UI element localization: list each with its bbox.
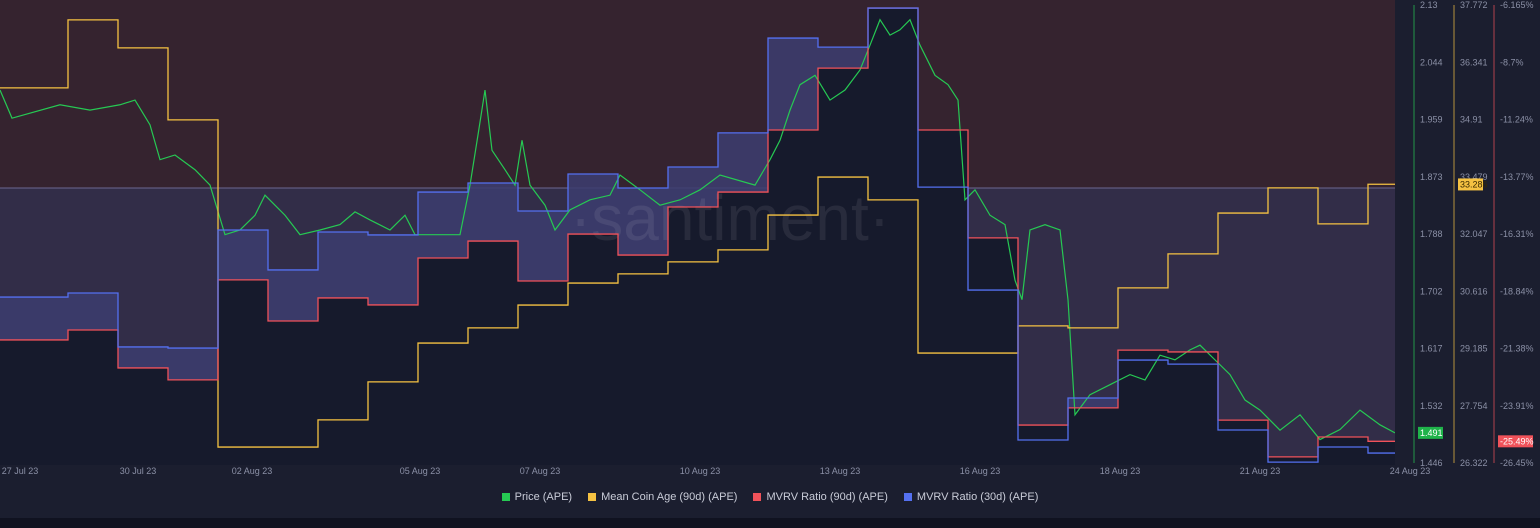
- series-line-mvrv90: [0, 7, 1395, 458]
- y-tick-label: -11.24%: [1500, 115, 1533, 125]
- y-tick-label: -8.7%: [1500, 57, 1524, 67]
- y-tick-label: 1.617: [1420, 344, 1443, 354]
- y-tick-label: 33.479: [1460, 172, 1488, 182]
- y-tick-label: -16.31%: [1500, 229, 1534, 239]
- x-tick-label: 16 Aug 23: [960, 466, 1001, 476]
- mvrv90-swatch: [753, 493, 762, 501]
- legend-item-price[interactable]: Price (APE): [501, 491, 573, 503]
- legend: Price (APE) Mean Coin Age (90d) (APE) MV…: [0, 491, 1540, 503]
- x-tick-label: 27 Jul 23: [2, 466, 39, 476]
- x-tick-label: 18 Aug 23: [1100, 466, 1141, 476]
- y-tick-label: -13.77%: [1500, 172, 1534, 182]
- y-tick-label: 29.185: [1460, 344, 1488, 354]
- series-line-price: [0, 18, 1396, 441]
- coin-age-swatch: [588, 493, 597, 501]
- y-tick-label: 1.873: [1420, 172, 1443, 182]
- x-tick-label: 13 Aug 23: [820, 466, 861, 476]
- legend-label: MVRV Ratio (30d) (APE): [916, 491, 1039, 503]
- plot-background-upper: [0, 0, 1395, 188]
- legend-item-mvrv-30d[interactable]: MVRV Ratio (30d) (APE): [903, 491, 1039, 503]
- current-value-badge: [1458, 178, 1483, 191]
- y-tick-label: 2.044: [1420, 57, 1443, 67]
- legend-item-mean-coin-age[interactable]: Mean Coin Age (90d) (APE): [588, 491, 737, 503]
- y-tick-label: 1.702: [1420, 286, 1443, 296]
- x-tick-label: 10 Aug 23: [680, 466, 721, 476]
- legend-label: MVRV Ratio (90d) (APE): [766, 491, 888, 503]
- x-tick-label: 02 Aug 23: [232, 466, 273, 476]
- mvrv30-swatch: [903, 493, 912, 501]
- y-tick-label: 1.959: [1420, 115, 1443, 125]
- current-value-badge: [1498, 435, 1533, 448]
- x-tick-label: 30 Jul 23: [120, 466, 157, 476]
- y-tick-label: -6.165%: [1500, 0, 1534, 10]
- y-tick-label: 1.446: [1420, 458, 1443, 468]
- legend-label: Mean Coin Age (90d) (APE): [601, 491, 738, 503]
- y-tick-label: 30.616: [1460, 286, 1488, 296]
- y-tick-label: 27.754: [1460, 401, 1488, 411]
- price-swatch: [501, 493, 510, 501]
- y-tick-label: -26.45%: [1500, 458, 1534, 468]
- current-value-label: 33.286: [1460, 179, 1488, 189]
- y-tick-label: 26.322: [1460, 458, 1488, 468]
- x-tick-label: 07 Aug 23: [520, 466, 561, 476]
- x-tick-label: 21 Aug 23: [1240, 466, 1281, 476]
- y-tick-label: 1.788: [1420, 229, 1443, 239]
- y-tick-label: 36.341: [1460, 57, 1488, 67]
- y-tick-label: 2.13: [1420, 0, 1438, 10]
- y-tick-label: 32.047: [1460, 229, 1488, 239]
- current-value-badge: [1418, 426, 1443, 439]
- y-tick-label: 37.772: [1460, 0, 1488, 10]
- mvrv-90d-area: [0, 8, 1395, 465]
- y-tick-label: -18.84%: [1500, 286, 1534, 296]
- legend-label: Price (APE): [514, 491, 573, 503]
- y-tick-label: -21.38%: [1500, 344, 1534, 354]
- watermark: ·santiment·: [570, 182, 890, 254]
- x-tick-label: 05 Aug 23: [400, 466, 441, 476]
- current-value-label: 1.491: [1420, 428, 1443, 438]
- bottom-strip: [0, 518, 1540, 528]
- current-value-label: -25.49%: [1500, 436, 1534, 446]
- x-tick-label: 24 Aug 23: [1390, 466, 1431, 476]
- series-line-coin_age: [0, 19, 1395, 448]
- y-tick-label: 1.532: [1420, 401, 1443, 411]
- y-tick-label: -23.91%: [1500, 401, 1534, 411]
- y-tick-label: 34.91: [1460, 115, 1483, 125]
- legend-item-mvrv-90d[interactable]: MVRV Ratio (90d) (APE): [753, 491, 888, 503]
- series-line-mvrv30: [0, 7, 1395, 463]
